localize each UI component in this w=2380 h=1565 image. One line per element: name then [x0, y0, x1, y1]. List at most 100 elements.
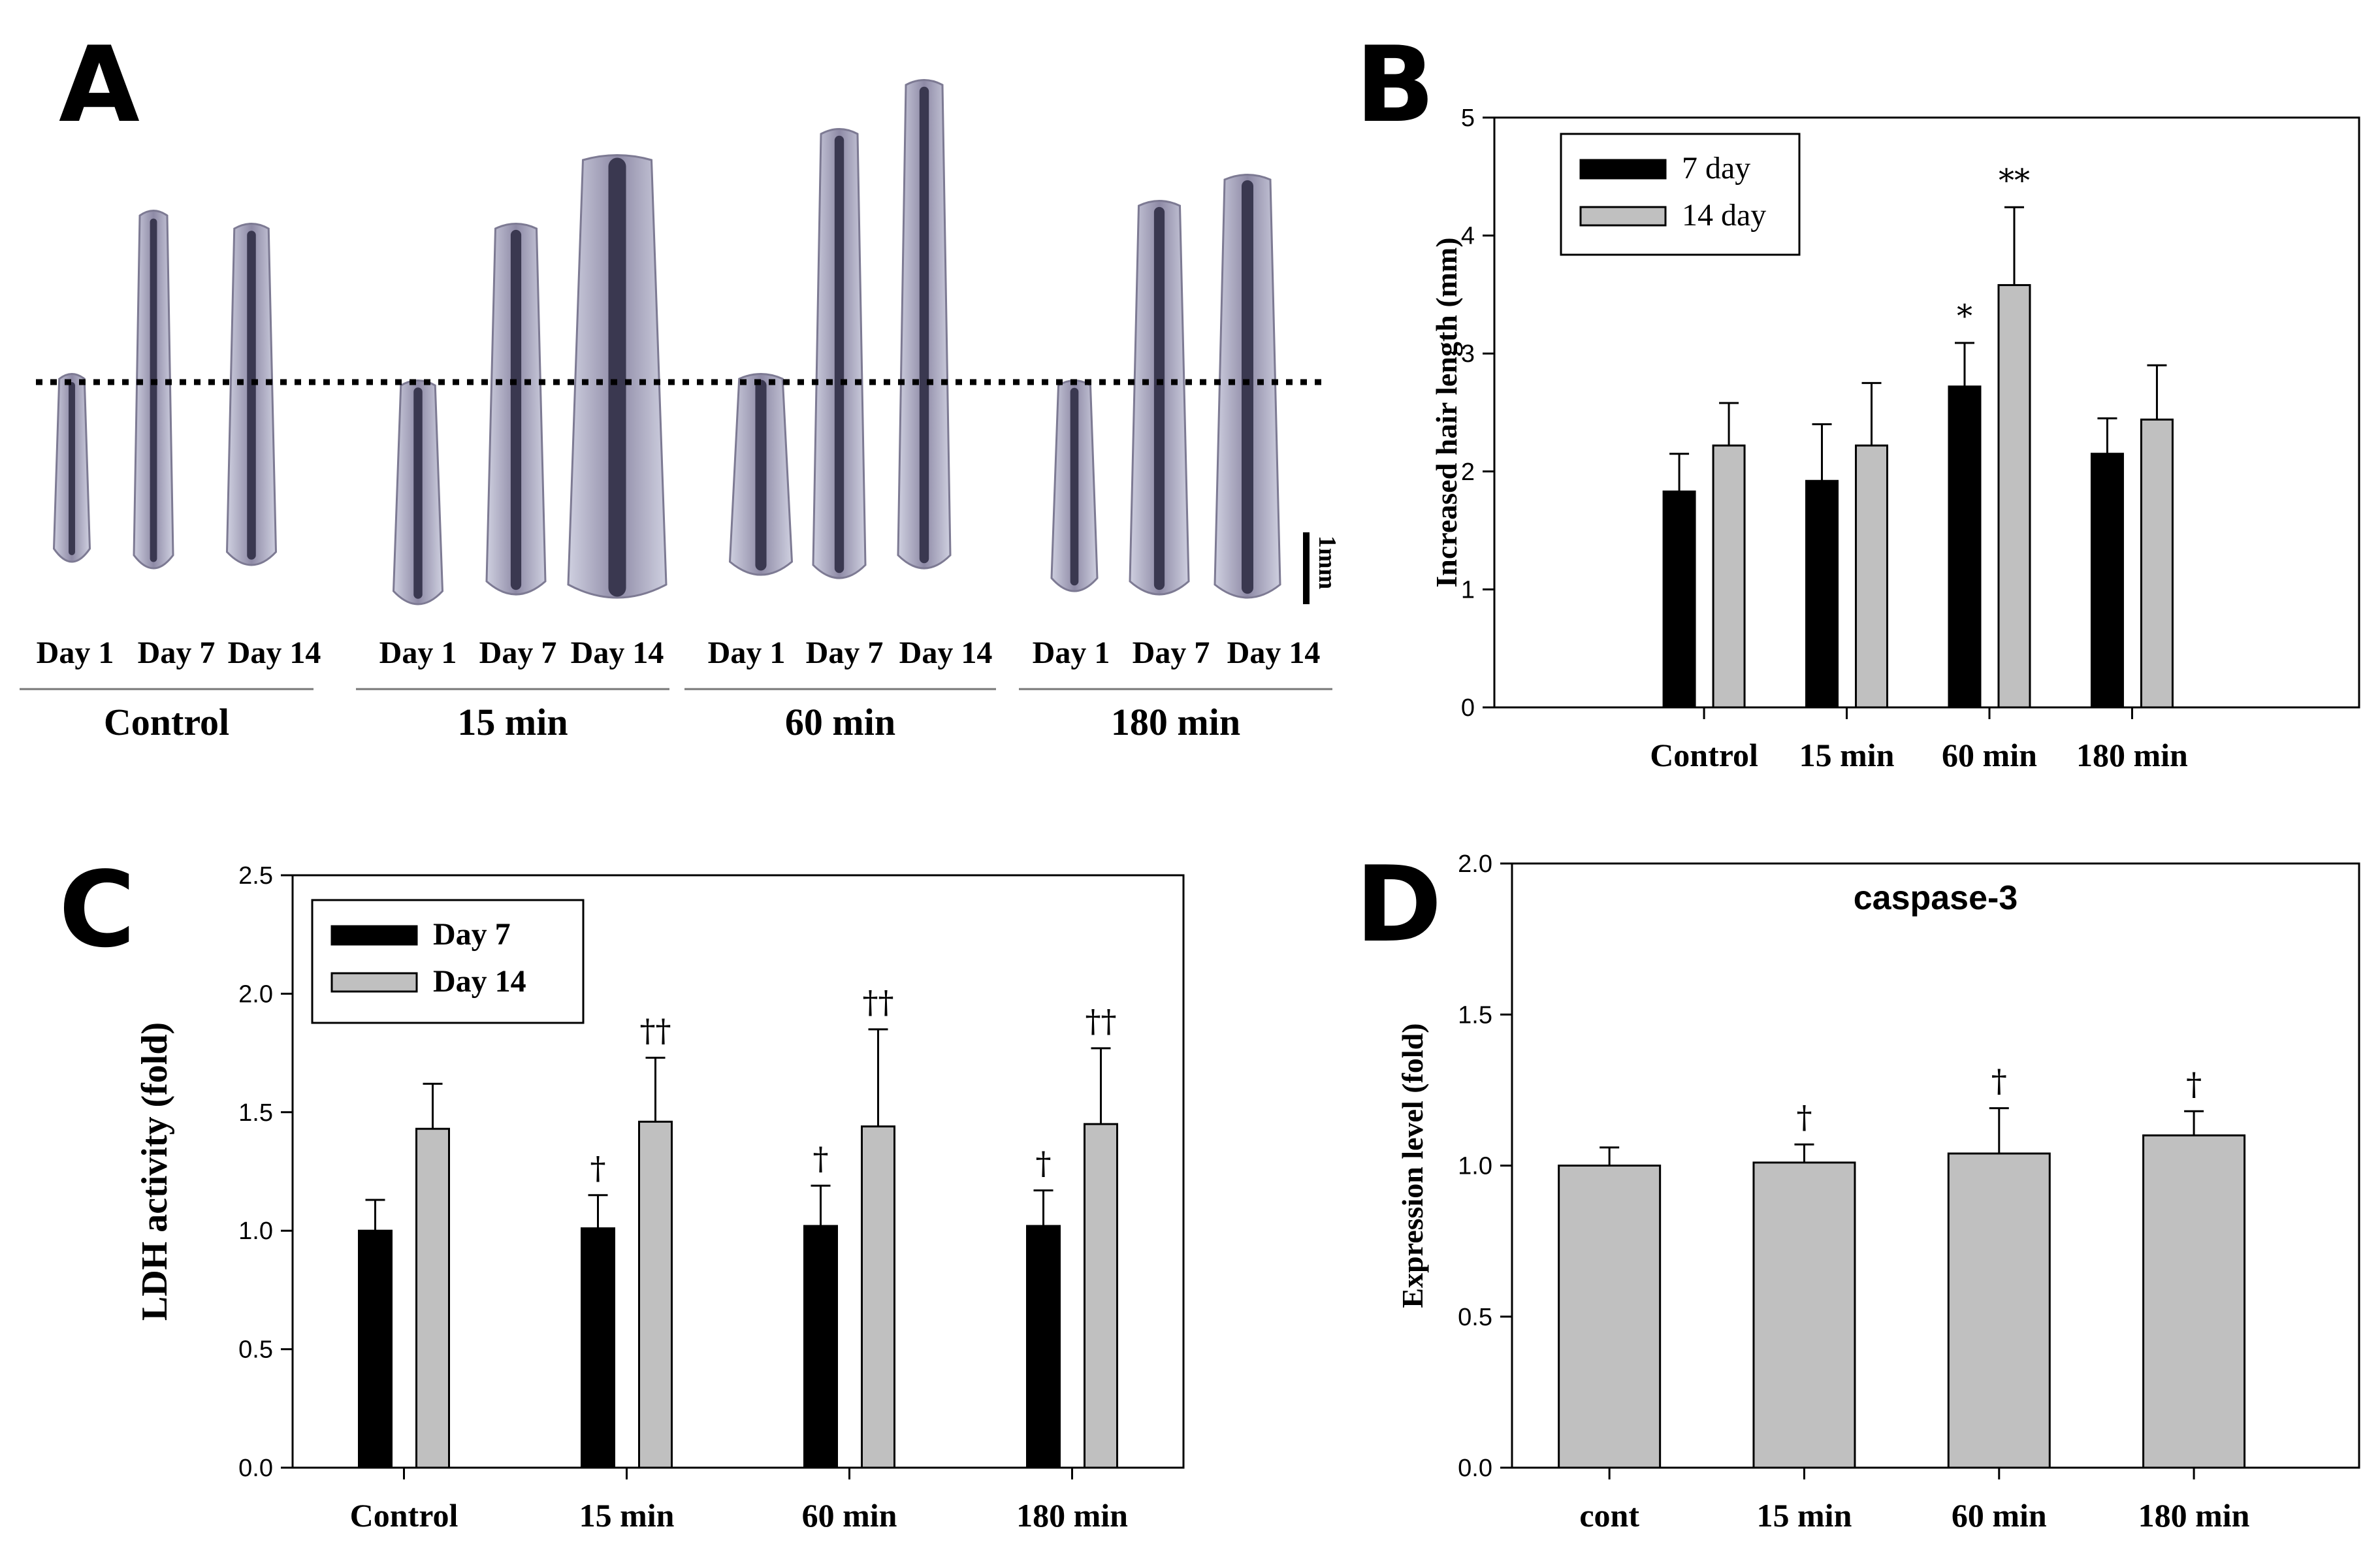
y-tick-label: 1.0 — [1458, 1153, 1492, 1180]
bar — [1947, 1152, 2051, 1469]
group-label: 60 min — [785, 701, 895, 743]
y-axis-label: Increased hair length (mm) — [1430, 237, 1463, 587]
y-tick-label: 2 — [1461, 459, 1475, 486]
plot-frame — [291, 874, 1185, 1469]
bar — [1948, 385, 1982, 709]
significance-mark: †† — [1085, 1003, 1117, 1040]
bar — [1084, 1123, 1118, 1469]
bar — [1805, 479, 1839, 709]
x-tick-label: 180 min — [1016, 1497, 1128, 1534]
x-tick-label: 180 min — [2076, 737, 2188, 773]
day-label: Day 1 — [379, 636, 457, 670]
y-tick-label: 0.5 — [238, 1336, 273, 1364]
bar — [2142, 1134, 2246, 1469]
bar — [1752, 1161, 1856, 1469]
y-tick-label: 2.0 — [238, 980, 273, 1008]
bar — [581, 1227, 615, 1469]
bar — [1026, 1225, 1061, 1469]
bar — [415, 1127, 450, 1469]
significance-mark: † — [813, 1140, 829, 1177]
bar — [1997, 283, 2031, 709]
scale-bar — [1303, 532, 1310, 604]
panel-letter-c: C — [59, 848, 135, 971]
y-tick-label: 4 — [1461, 223, 1475, 250]
significance-mark: † — [1036, 1146, 1052, 1182]
panel-a-photos: 1mm Day 1 Day 7 Day 14 Control Day 1 Day 7 Day… — [20, 79, 1341, 743]
scale-bar-label: 1mm — [1313, 536, 1341, 589]
x-tick-label: cont — [1579, 1497, 1639, 1534]
panel-letter-b: B — [1355, 24, 1435, 146]
x-tick-label: 15 min — [579, 1497, 675, 1534]
x-tick-label: 15 min — [1757, 1497, 1852, 1534]
bar — [1558, 1165, 1662, 1469]
legend-label: Day 14 — [433, 964, 526, 999]
day-label: Day 7 — [138, 636, 216, 670]
legend-swatch — [1579, 206, 1667, 227]
y-axis-label: Expression level (fold) — [1396, 1023, 1429, 1308]
significance-mark: ** — [1999, 162, 2030, 199]
chart-b: 0 1 2 3 4 5 Increased hair length (mm) Control 1… — [1430, 105, 2360, 773]
group-label: Control — [104, 701, 229, 743]
day-label: Day 14 — [571, 636, 664, 670]
group-label: 180 min — [1111, 701, 1240, 743]
chart-c: 0.0 0.5 1.0 1.5 2.0 2.5 LDH activity (fold) Con… — [135, 862, 1185, 1534]
bar — [1712, 444, 1746, 709]
y-tick-label: 0.0 — [238, 1455, 273, 1482]
y-tick-label: 1 — [1461, 576, 1475, 604]
y-tick-label: 0.5 — [1458, 1304, 1492, 1331]
bar — [1662, 491, 1696, 709]
significance-mark: † — [2186, 1066, 2202, 1103]
plot-frame — [1493, 116, 2360, 709]
y-tick-label: 5 — [1461, 105, 1475, 132]
significance-mark: * — [1957, 298, 1972, 334]
y-tick-label: 1.5 — [238, 1099, 273, 1127]
y-tick-label: 3 — [1461, 340, 1475, 368]
chart-d: 0.0 0.5 1.0 1.5 2.0 Expression level (fold) ca… — [1396, 850, 2360, 1534]
legend-label: Day 7 — [433, 917, 511, 952]
day-label: Day 7 — [1133, 636, 1210, 670]
x-tick-label: Control — [1650, 737, 1758, 773]
day-label: Day 1 — [708, 636, 786, 670]
x-tick-label: 60 min — [802, 1497, 897, 1534]
legend-box — [311, 899, 585, 1024]
bar — [638, 1120, 673, 1469]
legend-box — [1560, 133, 1801, 256]
x-tick-label: 60 min — [1952, 1497, 2047, 1534]
bar — [358, 1229, 393, 1469]
panel-letter-a: A — [59, 24, 140, 146]
day-label: Day 14 — [1227, 636, 1321, 670]
legend-swatch — [1579, 159, 1667, 180]
y-tick-label: 2.5 — [238, 862, 273, 890]
x-tick-label: 60 min — [1942, 737, 2037, 773]
significance-mark: † — [1796, 1099, 1812, 1136]
bar — [2090, 453, 2124, 709]
x-tick-label: Control — [350, 1497, 458, 1534]
legend-label: 14 day — [1682, 198, 1766, 233]
bar — [1855, 444, 1889, 709]
significance-mark: † — [1991, 1063, 2007, 1100]
chart-title: caspase-3 — [1854, 879, 2018, 917]
legend-swatch — [330, 925, 418, 946]
day-label: Day 14 — [899, 636, 993, 670]
legend-swatch — [330, 972, 418, 993]
legend-label: 7 day — [1682, 151, 1750, 186]
day-label: Day 1 — [37, 636, 114, 670]
day-label: Day 7 — [479, 636, 557, 670]
y-axis-label: LDH activity (fold) — [135, 1022, 175, 1321]
panel-letter-d: D — [1355, 843, 1442, 965]
day-label: Day 1 — [1033, 636, 1110, 670]
significance-mark: † — [590, 1150, 606, 1187]
y-tick-label: 1.0 — [238, 1218, 273, 1245]
y-tick-label: 2.0 — [1458, 850, 1492, 878]
y-tick-label: 0.0 — [1458, 1455, 1492, 1482]
significance-mark: †† — [863, 984, 894, 1021]
day-label: Day 7 — [806, 636, 884, 670]
significance-mark: †† — [640, 1012, 671, 1049]
bar — [2140, 418, 2174, 709]
x-tick-label: 15 min — [1799, 737, 1895, 773]
y-tick-label: 1.5 — [1458, 1001, 1492, 1029]
x-tick-label: 180 min — [2138, 1497, 2250, 1534]
day-label: Day 14 — [228, 636, 321, 670]
bar — [803, 1225, 838, 1469]
